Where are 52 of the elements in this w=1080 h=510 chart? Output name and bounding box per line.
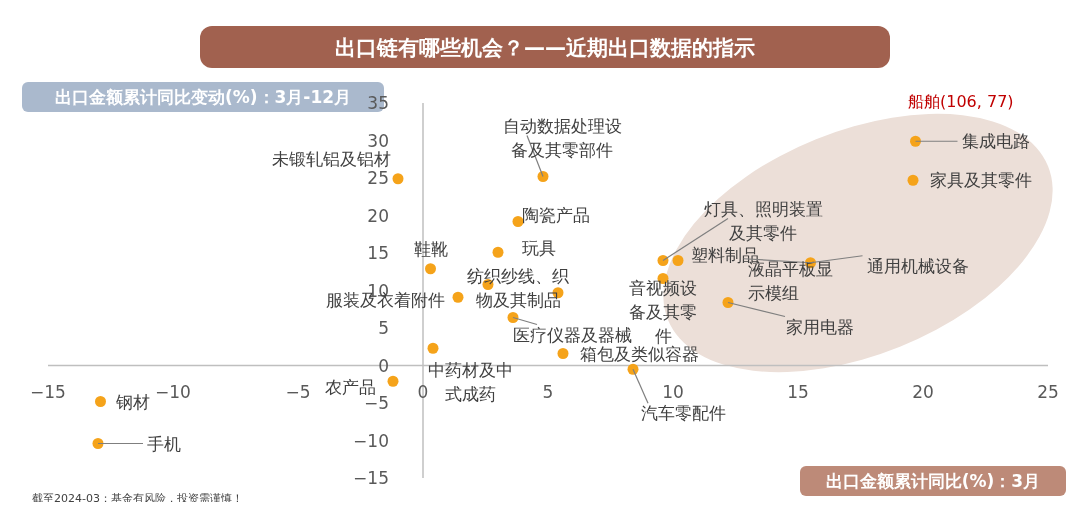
x-tick-label: −10 (155, 381, 191, 402)
annotation: 鞋靴 (413, 238, 448, 259)
y-tick-label: 5 (378, 318, 389, 338)
point (507, 312, 519, 323)
point (425, 263, 436, 275)
annotation: 钢材 (114, 391, 150, 412)
annotation: 玩具 (522, 238, 556, 259)
chart-title: 出口链有哪些机会？——近期出口数据的指示 (335, 36, 755, 60)
y-tick-label: 20 (367, 205, 389, 226)
annotation: 中药材及中式成药 (427, 360, 513, 405)
point (387, 375, 399, 387)
point (907, 174, 919, 186)
point (512, 216, 524, 227)
x-tick-label: 0 (417, 381, 429, 402)
y-tick-label: 25 (367, 168, 389, 188)
x-tick-label: −15 (30, 381, 66, 402)
point (452, 291, 464, 303)
annotation: 家用电器 (786, 316, 854, 337)
y-axis-title: 出口金额累计同比变动(%)：3月-12月 (54, 87, 352, 107)
x-tick-label: 20 (912, 381, 934, 402)
x-tick-label: 15 (787, 381, 809, 402)
annotation: 集成电路 (961, 131, 1030, 152)
point (427, 342, 439, 354)
y-tick-label: 0 (378, 355, 389, 376)
y-tick-label: −10 (353, 430, 389, 451)
annotation: 通用机械设备 (866, 255, 969, 276)
annotation: 箱包及类似容器 (580, 343, 699, 364)
x-axis-title: 出口金额累计同比(%)：3月 (825, 471, 1041, 491)
point (910, 135, 921, 147)
y-tick-label: −15 (353, 468, 389, 488)
point (557, 348, 569, 359)
x-tick-label: 25 (1037, 381, 1059, 402)
annotation: 船舶(106, 77) (908, 91, 1014, 111)
annotation: 未锻轧铝及铝材 (272, 148, 391, 169)
annotation: 农产品 (325, 377, 376, 398)
annotation: 家具及其零件 (930, 170, 1032, 191)
point (392, 173, 404, 185)
annotation: 灯具、照明装置及其零件 (703, 198, 823, 243)
y-tick-label: 15 (367, 243, 389, 263)
x-tick-label: 5 (542, 381, 554, 402)
point (95, 396, 106, 407)
point (92, 438, 104, 449)
y-tick-label: 30 (367, 130, 389, 151)
annotation: 纺织纱线、织物及其制品 (467, 265, 569, 310)
point (492, 246, 504, 258)
annotation: 自动数据处理设备及其零部件 (502, 115, 622, 160)
x-tick-label: 10 (662, 381, 684, 402)
annotation: 汽车零配件 (640, 403, 726, 424)
x-tick-label: −5 (285, 381, 311, 402)
annotation: 陶瓷产品 (522, 204, 590, 225)
point (672, 255, 684, 266)
annotation: 手机 (147, 433, 181, 454)
